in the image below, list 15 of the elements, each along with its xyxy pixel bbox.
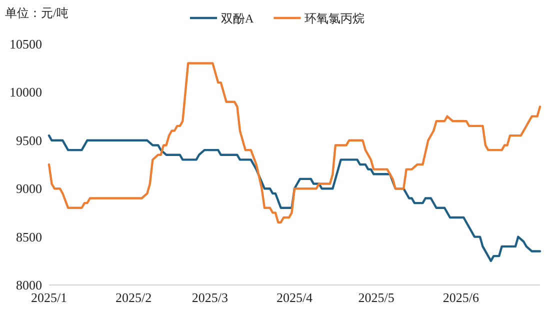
ytick: 10500 bbox=[10, 36, 42, 52]
xtick: 2025/1 bbox=[30, 290, 68, 305]
annotation: 单位：元/吨 bbox=[5, 6, 68, 20]
ytick: 8500 bbox=[16, 229, 42, 244]
ytick: 9000 bbox=[16, 181, 42, 196]
ytick: 8000 bbox=[16, 278, 42, 292]
xtick: 2025/2 bbox=[116, 290, 152, 305]
legend-label: 双酚A bbox=[221, 12, 254, 26]
xtick: 2025/6 bbox=[442, 290, 479, 305]
ytick: 10000 bbox=[10, 84, 42, 100]
xtick: 2025/4 bbox=[276, 290, 313, 305]
xtick: 2025/3 bbox=[192, 290, 228, 305]
ytick: 9500 bbox=[16, 132, 42, 148]
legend-label: 环氧氯丙烷 bbox=[304, 12, 365, 26]
xtick: 2025/5 bbox=[358, 290, 394, 305]
